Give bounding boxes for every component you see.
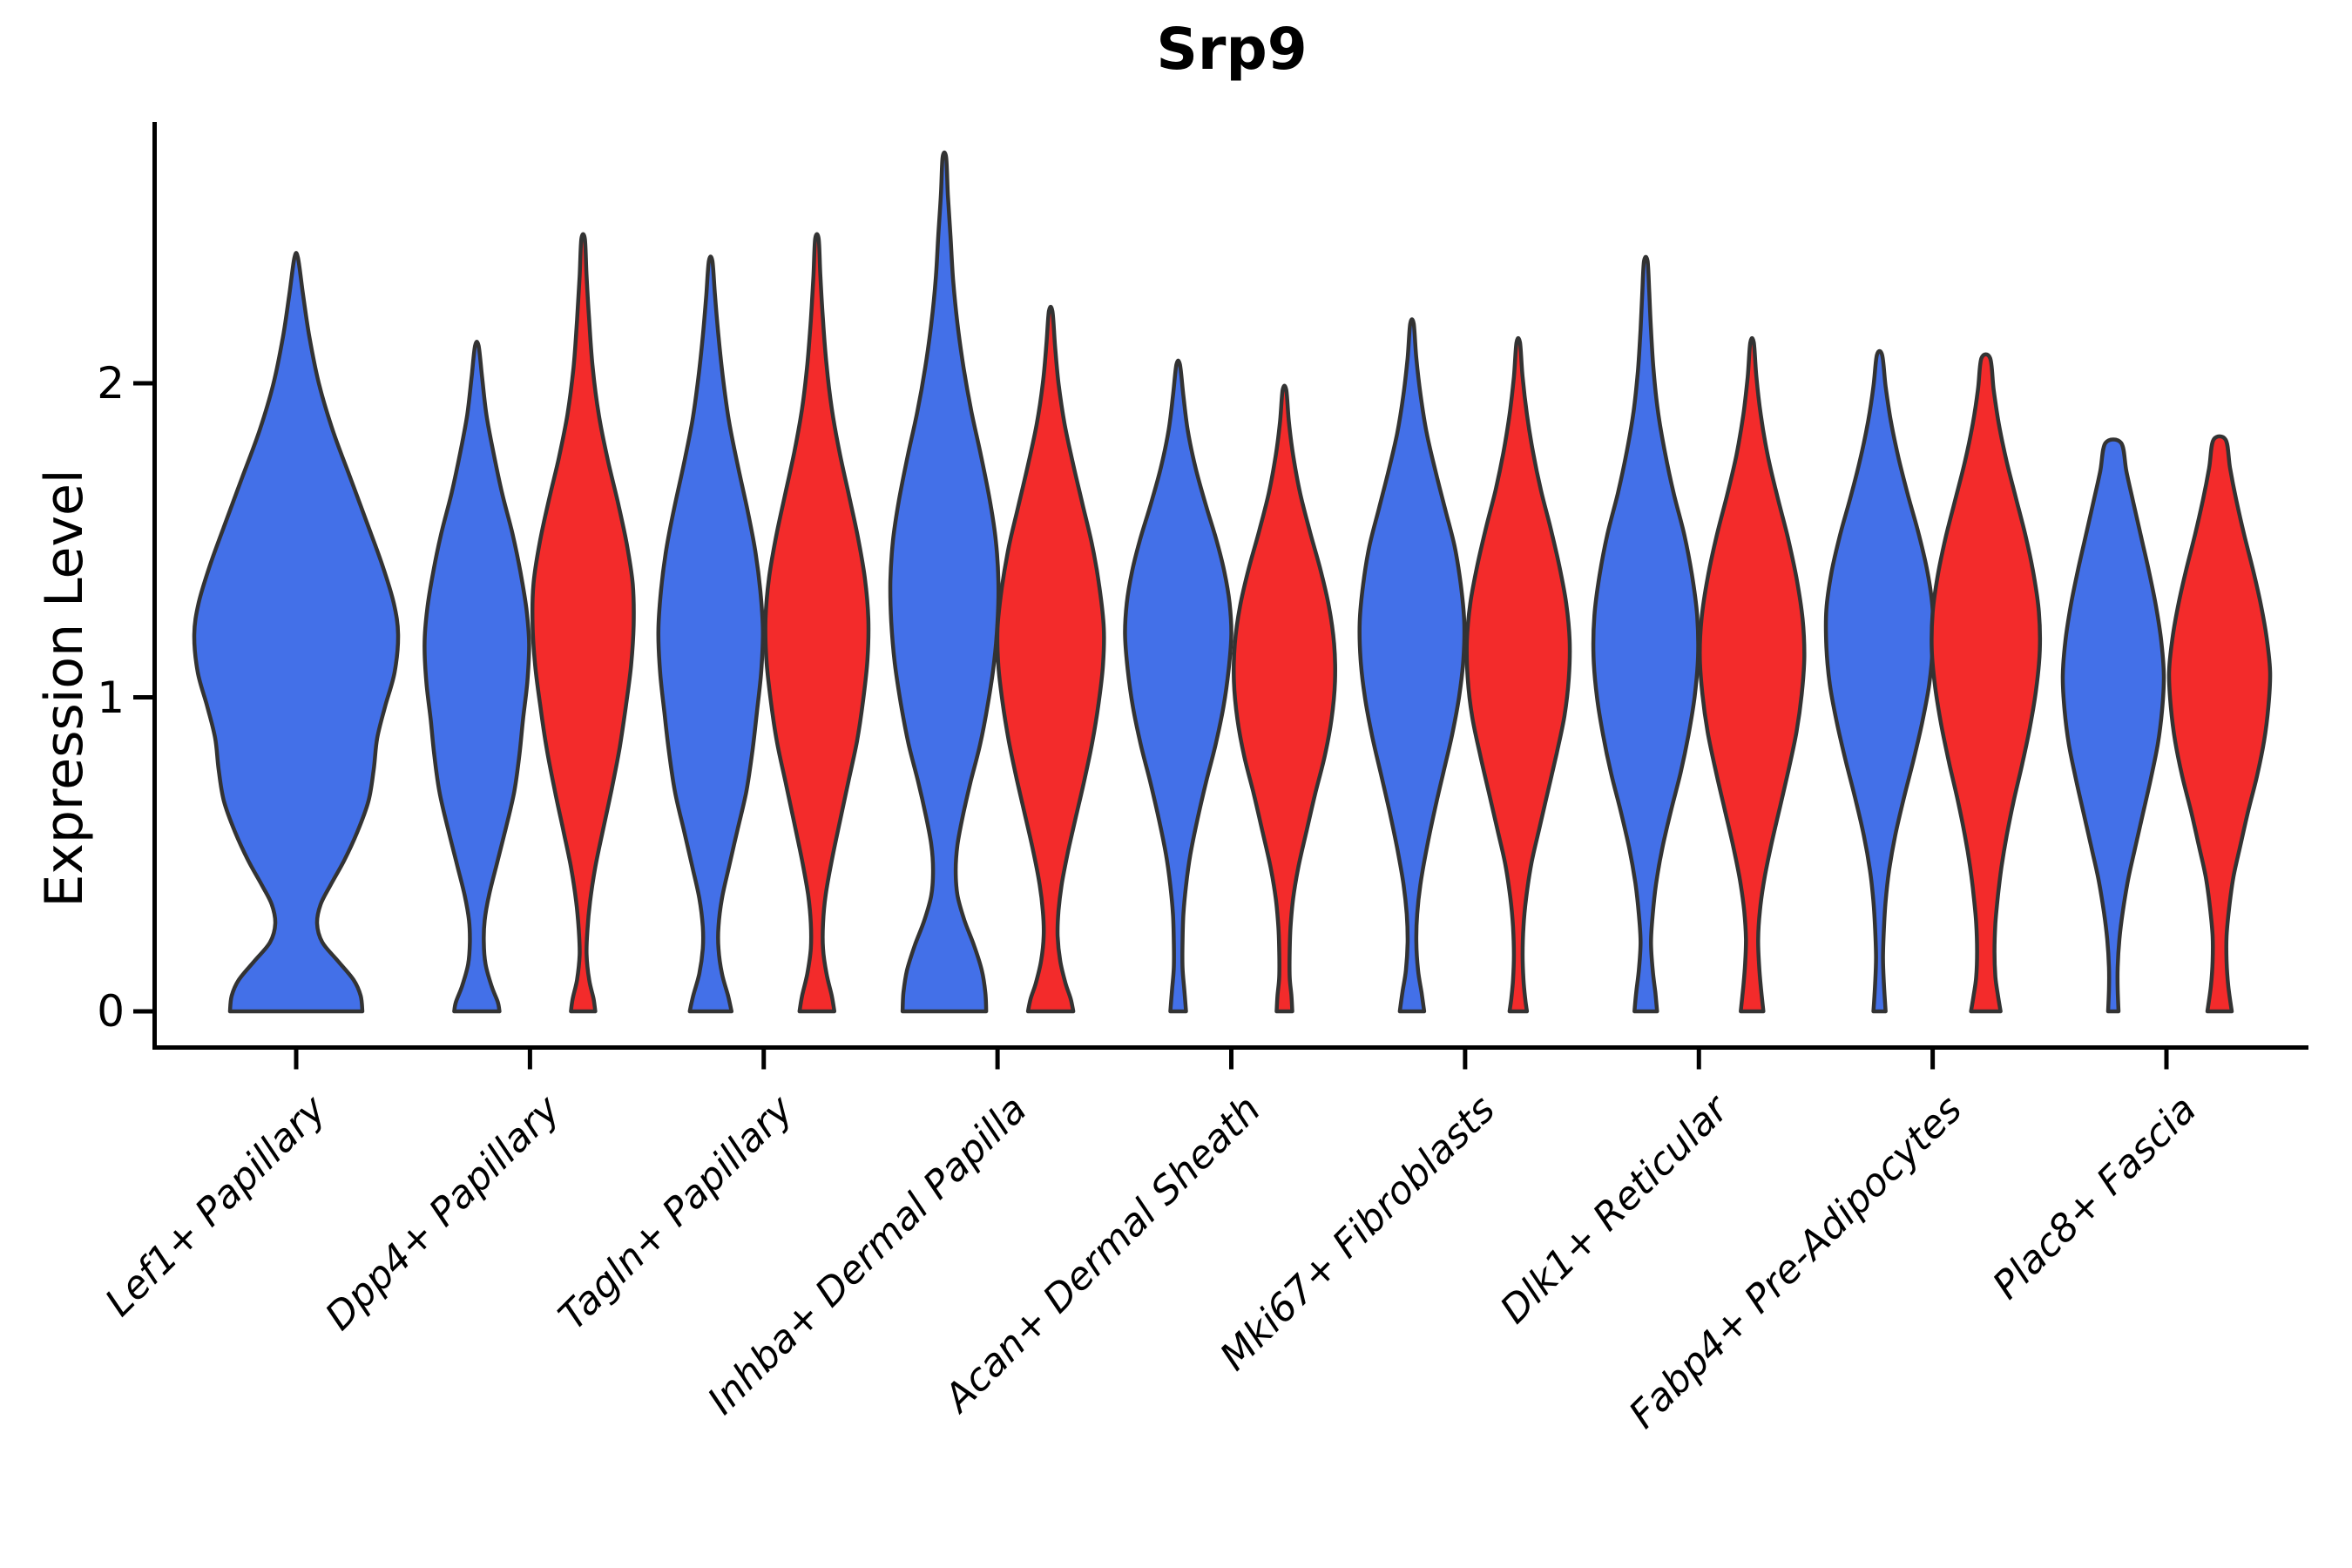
violin-inhba-dermal-papilla-red xyxy=(995,304,1106,1014)
violin-mki67-fibroblasts-blue xyxy=(1357,317,1467,1014)
violin-acan-dermal-sheath-blue xyxy=(1123,358,1233,1014)
violin-dlk1-reticular-blue xyxy=(1591,254,1700,1014)
y-tick-label-1: 1 xyxy=(97,672,125,723)
violin-plac8-fascia-red xyxy=(2166,434,2273,1014)
violin-lef1-papillary-blue xyxy=(192,251,401,1014)
y-tick-label-2: 2 xyxy=(97,358,125,409)
violin-fabp4-pre-adipocytes-blue xyxy=(1823,348,1936,1014)
violin-plac8-fascia-blue xyxy=(2060,437,2166,1014)
violin-fabp4-pre-adipocytes-red xyxy=(1930,352,2043,1014)
violin-mki67-fibroblasts-red xyxy=(1464,335,1572,1014)
violin-dlk1-reticular-red xyxy=(1698,335,1807,1014)
violin-dpp4-papillary-red xyxy=(530,232,636,1014)
chart-title: Srp9 xyxy=(1156,16,1308,83)
y-tick-label-0: 0 xyxy=(97,986,125,1037)
violin-dpp4-papillary-blue xyxy=(422,339,531,1014)
violin-inhba-dermal-papilla-blue xyxy=(888,150,1001,1014)
violin-tagln-papillary-blue xyxy=(656,254,766,1014)
violin-tagln-papillary-red xyxy=(763,232,871,1014)
violin-acan-dermal-sheath-red xyxy=(1232,383,1337,1014)
